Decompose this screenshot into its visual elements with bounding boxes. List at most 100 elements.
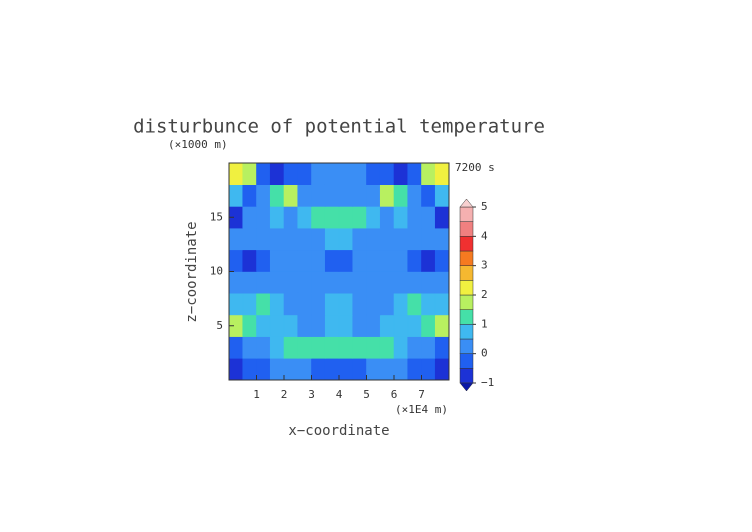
contour-cell — [407, 314, 422, 337]
contour-cell — [352, 162, 367, 186]
contour-cell — [407, 162, 422, 186]
contour-cell — [297, 292, 312, 316]
contour-cell — [338, 357, 354, 381]
contour-cell — [379, 162, 395, 186]
contour-cell — [421, 314, 436, 337]
contour-cell — [393, 249, 409, 272]
contour-cell — [256, 314, 271, 337]
contour-cell — [242, 292, 257, 316]
contour-cell — [366, 249, 381, 272]
contour-cell — [256, 249, 271, 272]
contour-cell — [242, 249, 257, 272]
contour-cell — [311, 271, 326, 294]
contour-cell — [407, 206, 422, 229]
contour-cell — [352, 271, 367, 294]
contour-cell — [311, 314, 326, 337]
contour-cell — [421, 227, 436, 251]
contour-cell — [269, 357, 285, 381]
contour-cell — [407, 271, 422, 294]
contour-cell — [434, 314, 450, 337]
contour-cell — [324, 162, 340, 186]
contour-cell — [311, 162, 326, 186]
contour-cell — [242, 162, 257, 186]
colorbar-tick-label: −1 — [481, 376, 494, 389]
contour-cell — [379, 357, 395, 381]
colorbar-segment — [459, 309, 474, 325]
colorbar-tick-label: 3 — [481, 259, 488, 272]
colorbar-segment — [459, 338, 474, 354]
contour-cell — [256, 162, 271, 186]
contour-cell — [228, 162, 244, 186]
contour-cell — [366, 292, 381, 316]
contour-cell — [338, 292, 354, 316]
contour-cell — [421, 206, 436, 229]
contour-cell — [421, 336, 436, 359]
contour-cell — [421, 162, 436, 186]
contour-cell — [434, 227, 450, 251]
contour-cell — [228, 249, 244, 272]
contour-cell — [352, 292, 367, 316]
contour-cell — [352, 357, 367, 381]
contour-cell — [311, 227, 326, 251]
contour-cell — [269, 249, 285, 272]
x-tick-label: 7 — [418, 388, 425, 401]
contour-cell — [366, 184, 381, 207]
colorbar-over — [459, 198, 474, 208]
contour-cell — [421, 271, 436, 294]
contour-cell — [297, 227, 312, 251]
contour-cell — [421, 184, 436, 207]
contour-cell — [379, 227, 395, 251]
contour-cell — [379, 249, 395, 272]
contour-cell — [283, 292, 299, 316]
y-tick-label: 5 — [216, 319, 223, 332]
contour-cell — [311, 292, 326, 316]
contour-cell — [311, 206, 326, 229]
y-unit: (×1000 m) — [168, 138, 228, 151]
contour-cell — [324, 249, 340, 272]
contour-cell — [283, 357, 299, 381]
contour-cell — [379, 292, 395, 316]
contour-cell — [242, 227, 257, 251]
contour-cell — [366, 206, 381, 229]
contour-cell — [269, 227, 285, 251]
contour-cell — [311, 336, 326, 359]
colorbar-tick-label: 4 — [481, 229, 488, 242]
contour-cell — [434, 206, 450, 229]
time-label: 7200 s — [455, 161, 495, 174]
contour-cell — [242, 314, 257, 337]
contour-cell — [434, 249, 450, 272]
contour-cell — [324, 227, 340, 251]
contour-cell — [379, 206, 395, 229]
contour-cell — [297, 314, 312, 337]
y-tick-label: 15 — [210, 210, 223, 223]
contour-cell — [352, 227, 367, 251]
contour-cell — [407, 227, 422, 251]
contour-cell — [256, 184, 271, 207]
colorbar-tick-label: 2 — [481, 288, 488, 301]
contour-cell — [269, 314, 285, 337]
colorbar-segment — [459, 280, 474, 296]
contour-cell — [434, 271, 450, 294]
contour-cell — [338, 162, 354, 186]
contour-cell — [393, 357, 409, 381]
contour-cell — [311, 249, 326, 272]
contour-cell — [434, 357, 450, 381]
contour-cell — [366, 336, 381, 359]
contour-cell — [242, 357, 257, 381]
contour-cell — [311, 184, 326, 207]
colorbar-tick-label: 0 — [481, 347, 488, 360]
contour-cell — [434, 336, 450, 359]
contour-cell — [393, 271, 409, 294]
contour-cell — [393, 206, 409, 229]
contour-cell — [352, 184, 367, 207]
x-tick-label: 6 — [391, 388, 398, 401]
colorbar-segment — [459, 368, 474, 384]
contour-cell — [297, 162, 312, 186]
contour-cell — [324, 206, 340, 229]
x-tick-label: 5 — [363, 388, 370, 401]
contour-cell — [407, 292, 422, 316]
colorbar-tick-label: 5 — [481, 200, 488, 213]
contour-cell — [338, 336, 354, 359]
contour-cell — [256, 271, 271, 294]
contour-cell — [421, 292, 436, 316]
